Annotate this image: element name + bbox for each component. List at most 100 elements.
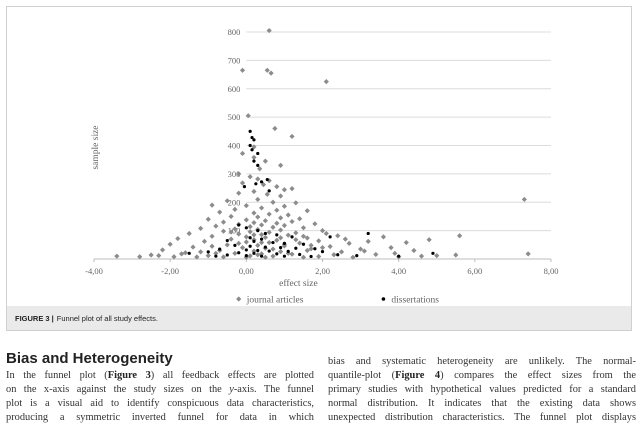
data-point-journal-article: [239, 245, 246, 251]
data-point-journal-article: [243, 217, 249, 223]
data-point-dissertation: [259, 180, 264, 184]
data-point-journal-article: [316, 253, 322, 260]
data-point-journal-article: [251, 248, 257, 254]
data-point-journal-article: [247, 174, 253, 180]
data-point-journal-article: [209, 233, 215, 239]
data-point-dissertation: [263, 231, 267, 236]
data-point-dissertation: [225, 253, 229, 257]
data-point-journal-article: [258, 239, 265, 246]
data-point-journal-article: [209, 202, 215, 208]
data-point-dissertation: [309, 254, 313, 259]
data-point-journal-article: [521, 196, 527, 203]
data-point-journal-article: [278, 215, 284, 221]
data-point-journal-article: [245, 113, 251, 119]
data-point-journal-article: [228, 236, 234, 242]
data-point-dissertation: [187, 251, 191, 255]
data-point-journal-article: [525, 251, 531, 257]
data-point-dissertation: [286, 249, 290, 253]
text-run: In the funnel plot (: [6, 370, 108, 381]
x-tick-label: -2,00: [161, 266, 179, 276]
data-point-journal-article: [114, 253, 120, 259]
text-line: primary studies with hypothetical values…: [328, 383, 636, 397]
data-point-journal-article: [289, 133, 295, 140]
data-point-journal-article: [281, 203, 288, 209]
data-point-dissertation: [252, 251, 256, 255]
data-point-journal-article: [213, 223, 219, 229]
data-point-journal-article: [403, 239, 409, 246]
data-point-journal-article: [308, 246, 314, 252]
x-axis-title: effect size: [279, 278, 318, 289]
data-point-dissertation: [259, 254, 264, 258]
data-point-journal-article: [232, 226, 238, 232]
data-point-journal-article: [319, 228, 326, 234]
data-point-journal-article: [247, 224, 253, 230]
data-point-journal-article: [380, 234, 387, 240]
data-point-journal-article: [270, 224, 276, 230]
data-point-dissertation: [265, 177, 269, 182]
y-tick-label: 500: [228, 112, 241, 122]
data-point-journal-article: [178, 251, 185, 257]
y-axis-title: sample size: [91, 125, 101, 169]
text-line: In the funnel plot (Figure 3) all feedba…: [6, 369, 314, 383]
data-point-journal-article: [323, 79, 329, 85]
body-text-left-column: In the funnel plot (Figure 3) all feedba…: [6, 369, 314, 425]
data-point-journal-article: [262, 218, 268, 224]
data-point-dissertation: [244, 253, 248, 258]
data-point-journal-article: [236, 240, 242, 246]
data-point-dissertation: [256, 163, 260, 167]
data-point-journal-article: [243, 239, 249, 245]
y-tick-label: 100: [228, 226, 241, 236]
data-point-journal-article: [300, 254, 307, 260]
data-point-dissertation: [233, 243, 237, 247]
text-line: normal distribution. It indicates that t…: [328, 397, 636, 411]
data-point-journal-article: [388, 245, 394, 251]
figure-reference-link[interactable]: Figure 4: [395, 370, 441, 381]
x-tick-label: 8,00: [544, 266, 559, 276]
data-point-journal-article: [278, 193, 284, 199]
y-tick-label: 600: [228, 84, 241, 94]
figure-reference-link[interactable]: Figure 3: [107, 370, 151, 381]
data-point-dissertation: [259, 237, 264, 241]
text-run: ) compares the effect sizes from the: [440, 370, 636, 381]
data-point-journal-article: [258, 222, 265, 228]
data-point-journal-article: [278, 249, 284, 255]
data-point-journal-article: [159, 247, 166, 253]
text-line: plot is a visual aid to identify conspic…: [6, 397, 314, 411]
data-point-journal-article: [239, 180, 246, 186]
x-tick-label: -4,00: [85, 266, 103, 276]
data-point-journal-article: [278, 227, 284, 233]
data-point-dissertation: [256, 229, 260, 233]
data-point-dissertation: [248, 129, 252, 133]
data-point-journal-article: [171, 254, 177, 260]
text-run: unexpected distribution characteristics.…: [328, 412, 636, 423]
data-point-journal-article: [365, 238, 371, 245]
text-run: producing a symmetric inverted funnel fo…: [6, 412, 314, 423]
data-point-journal-article: [255, 242, 261, 248]
data-point-journal-article: [236, 190, 242, 196]
data-point-journal-article: [289, 251, 295, 257]
text-line: producing a symmetric inverted funnel fo…: [6, 411, 314, 425]
data-point-journal-article: [224, 242, 230, 248]
data-point-journal-article: [264, 67, 270, 73]
data-point-journal-article: [331, 252, 337, 258]
data-point-dissertation: [252, 159, 256, 163]
data-point-journal-article: [319, 245, 326, 251]
data-point-journal-article: [228, 229, 234, 235]
text-line: quantile-plot (Figure 4) compares the ef…: [328, 369, 636, 383]
x-tick-label: 6,00: [467, 266, 482, 276]
data-point-journal-article: [338, 249, 345, 255]
data-point-journal-article: [411, 247, 417, 254]
data-point-journal-article: [266, 239, 272, 246]
y-tick-label: 200: [228, 197, 241, 207]
data-point-dissertation: [252, 138, 256, 142]
data-point-journal-article: [220, 254, 227, 260]
x-tick-label: 2,00: [315, 266, 330, 276]
data-point-dissertation: [237, 223, 241, 227]
data-point-journal-article: [260, 182, 267, 188]
data-point-journal-article: [357, 246, 364, 252]
data-point-journal-article: [342, 236, 348, 242]
data-point-journal-article: [198, 249, 204, 255]
data-point-dissertation: [290, 235, 294, 239]
data-point-journal-article: [434, 252, 440, 259]
text-run: -axis. The funnel: [233, 384, 314, 395]
